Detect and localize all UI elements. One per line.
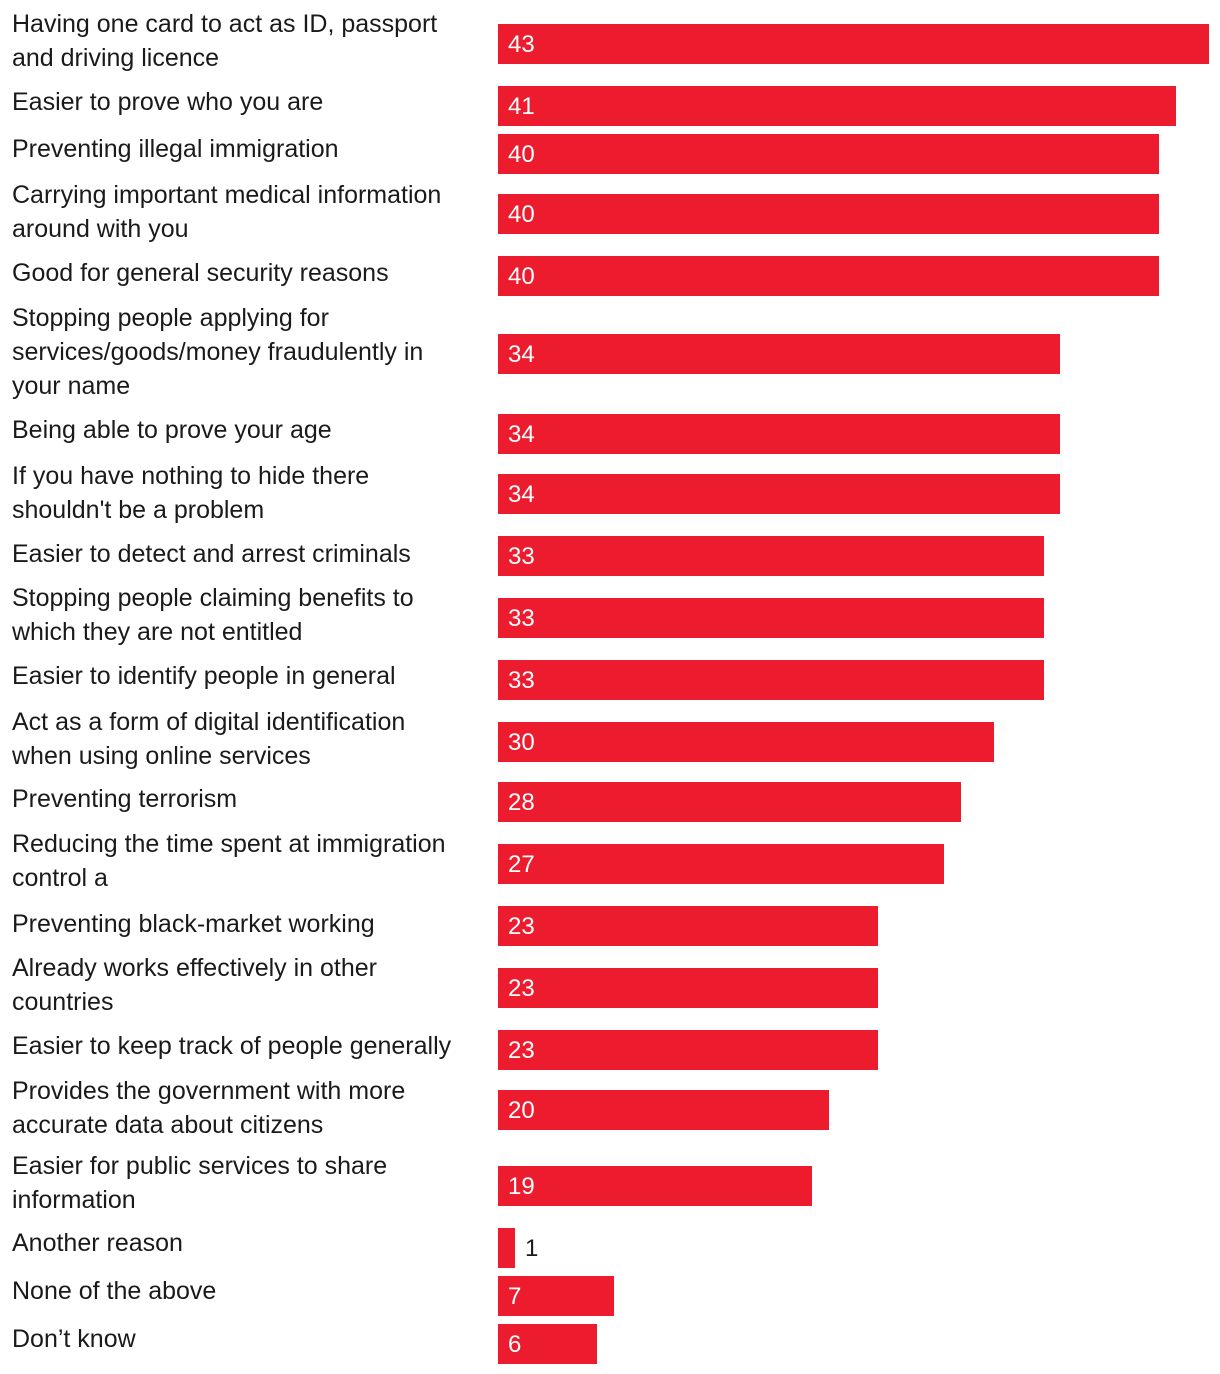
bars xyxy=(498,24,1209,1364)
bar xyxy=(498,1228,515,1268)
bar-value-label: 19 xyxy=(508,1173,535,1200)
bar xyxy=(498,256,1159,296)
category-label: Act as a form of digital identification w… xyxy=(11,708,405,770)
bar xyxy=(498,598,1044,638)
bar xyxy=(498,906,878,946)
category-label: Having one card to act as ID, passport an… xyxy=(12,10,437,72)
bar-value-label: 23 xyxy=(508,975,535,1002)
category-label: Don’t know xyxy=(12,1325,137,1353)
bar xyxy=(498,1030,878,1070)
bar-value-label: 1 xyxy=(525,1235,538,1262)
bar xyxy=(498,474,1060,514)
category-label: Preventing black-market working xyxy=(12,910,375,938)
bar xyxy=(498,536,1044,576)
bar-value-label: 33 xyxy=(508,543,535,570)
bar xyxy=(498,660,1044,700)
bar-value-label: 33 xyxy=(508,667,535,694)
category-labels: Having one card to act as ID, passport an… xyxy=(11,10,452,1353)
bar xyxy=(498,844,944,884)
bar xyxy=(498,24,1209,64)
category-label: Stopping people applying for services/goo… xyxy=(12,304,423,400)
category-label: If you have nothing to hide there shouldn… xyxy=(12,462,369,524)
bar xyxy=(498,1276,614,1316)
bar-value-label: 6 xyxy=(508,1331,521,1358)
category-label: Preventing terrorism xyxy=(12,785,237,813)
bar xyxy=(498,414,1060,454)
bar xyxy=(498,1166,812,1206)
category-label: Easier to detect and arrest criminals xyxy=(12,540,411,568)
category-label: Provides the government with more accurat… xyxy=(12,1077,405,1139)
bar-value-label: 23 xyxy=(508,1037,535,1064)
bar-value-label: 40 xyxy=(508,201,535,228)
bar xyxy=(498,722,994,762)
bar-value-label: 27 xyxy=(508,851,535,878)
category-label: Another reason xyxy=(12,1229,183,1257)
bar-value-label: 20 xyxy=(508,1097,535,1124)
category-label: Preventing illegal immigration xyxy=(12,135,339,163)
category-label: Already works effectively in other countr… xyxy=(12,954,377,1016)
category-label: Stopping people claiming benefits to whic… xyxy=(11,584,414,646)
category-label: None of the above xyxy=(12,1277,216,1305)
category-label: Easier to keep track of people generally xyxy=(12,1032,452,1060)
bar-value-label: 41 xyxy=(508,93,535,120)
category-label: Reducing the time spent at immigration co… xyxy=(12,830,446,892)
bar xyxy=(498,1324,597,1364)
bar xyxy=(498,968,878,1008)
bar-value-label: 40 xyxy=(508,141,535,168)
bar-value-label: 40 xyxy=(508,263,535,290)
bar xyxy=(498,334,1060,374)
bar-value-label: 34 xyxy=(508,481,535,508)
category-label: Good for general security reasons xyxy=(12,259,389,287)
bar xyxy=(498,86,1176,126)
bar-value-label: 30 xyxy=(508,729,535,756)
category-label: Easier to prove who you are xyxy=(12,88,323,116)
bar-value-label: 34 xyxy=(508,421,535,448)
bar xyxy=(498,1090,829,1130)
value-labels: 43 41 40 40 40 34 34 34 33 33 33 30 28 27 23 23 23 20 19 17… xyxy=(508,31,538,1358)
category-label: Being able to prove your age xyxy=(12,416,332,444)
bar-value-label: 28 xyxy=(508,789,535,816)
category-label: Easier for public services to share infor… xyxy=(12,1152,387,1214)
bar xyxy=(498,194,1159,234)
category-label: Easier to identify people in general xyxy=(12,662,396,690)
bar xyxy=(498,134,1159,174)
category-label: Carrying important medical information ar… xyxy=(12,181,441,243)
bar-value-label: 34 xyxy=(508,341,535,368)
bar xyxy=(498,782,961,822)
bar-value-label: 33 xyxy=(508,605,535,632)
bar-value-label: 43 xyxy=(508,31,535,58)
bar-value-label: 7 xyxy=(508,1283,521,1310)
bar-value-label: 23 xyxy=(508,913,535,940)
